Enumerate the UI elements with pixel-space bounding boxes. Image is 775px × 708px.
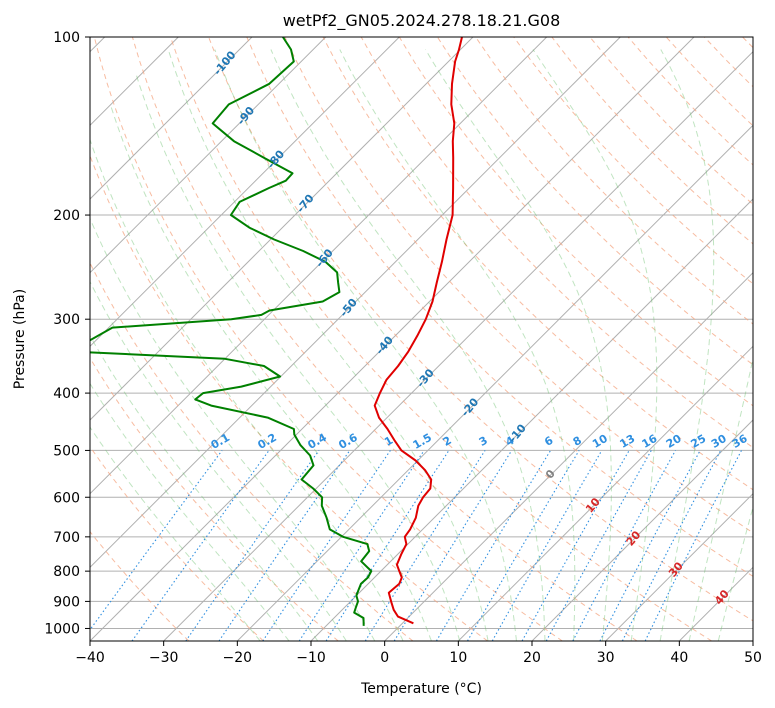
y-tick-label: 300 xyxy=(53,312,80,328)
dry-adiabat xyxy=(170,37,712,641)
isotherm-line xyxy=(90,37,400,348)
dry-adiabat xyxy=(131,37,638,641)
isotherm-line xyxy=(531,419,753,641)
moist-adiabat xyxy=(659,49,715,641)
moist-adiabat xyxy=(270,49,546,641)
y-tick-label: 900 xyxy=(53,594,80,610)
isotherm-line xyxy=(457,345,753,641)
y-tick-label: 100 xyxy=(53,30,80,46)
mixing-ratio-line xyxy=(325,450,450,641)
y-axis-title: Pressure (hPa) xyxy=(12,289,28,389)
x-tick-label: −20 xyxy=(223,650,253,666)
x-tick-label: 0 xyxy=(380,650,389,666)
moist-adiabat xyxy=(135,72,461,641)
mixing-ratio-line xyxy=(90,450,223,631)
y-tick-label: 800 xyxy=(53,564,80,580)
moist-adiabat xyxy=(90,138,404,641)
dry-adiabat xyxy=(360,37,753,449)
dry-adiabat xyxy=(90,261,414,641)
dry-adiabat xyxy=(93,37,563,641)
mixing-ratio-line xyxy=(644,450,742,641)
mixing-ratio-line xyxy=(298,450,425,641)
isotherm-line xyxy=(163,50,753,641)
axis-ticks: −40 −30 −20 −10 0 10 20 30 40 50 100 200 300 400 500 60… xyxy=(44,30,762,666)
moist-adiabat xyxy=(532,49,658,641)
dry-adiabat xyxy=(90,154,488,641)
plot-frame xyxy=(89,36,754,642)
dry-adiabats xyxy=(90,37,753,641)
mixing-ratio-line xyxy=(621,450,722,641)
moist-adiabat xyxy=(214,49,517,641)
moist-adiabat xyxy=(109,104,432,641)
y-tick-label: 1000 xyxy=(44,621,80,637)
mixing-ratio-line xyxy=(545,450,652,641)
isotherm-line xyxy=(384,271,753,641)
dry-adiabat xyxy=(90,530,190,641)
mixing-ratio-line xyxy=(218,450,351,641)
x-tick-label: 20 xyxy=(523,650,541,666)
moist-adiabats xyxy=(90,49,753,641)
mixing-ratio-line xyxy=(393,450,513,641)
dry-adiabat xyxy=(90,357,339,641)
moist-adiabat xyxy=(688,355,753,641)
moist-adiabat xyxy=(339,49,576,641)
y-tick-label: 400 xyxy=(53,386,80,402)
dry-adiabat xyxy=(398,37,753,407)
isotherm-line xyxy=(605,492,753,641)
dry-adiabat xyxy=(90,445,264,641)
x-tick-label: −10 xyxy=(296,650,326,666)
dry-adiabat xyxy=(513,37,753,285)
x-tick-label: 10 xyxy=(449,650,467,666)
x-tick-label: 30 xyxy=(597,650,615,666)
plot-area xyxy=(90,37,753,641)
mixing-ratio-lines xyxy=(90,450,742,641)
moist-adiabat xyxy=(717,505,753,641)
x-tick-label: 40 xyxy=(670,650,688,666)
moist-adiabat xyxy=(167,49,489,641)
isotherm-line xyxy=(90,37,253,200)
mixing-ratio-line xyxy=(521,450,630,641)
mixing-ratio-line xyxy=(572,450,676,641)
sounding-profiles xyxy=(90,37,463,626)
moist-adiabat xyxy=(90,382,290,641)
isotherm-line xyxy=(90,37,327,274)
y-tick-label: 500 xyxy=(53,443,80,459)
y-tick-label: 600 xyxy=(53,490,80,506)
moist-adiabat xyxy=(90,217,376,641)
temperature-profile xyxy=(373,37,463,625)
isotherm-line xyxy=(90,37,695,641)
pressure-gridlines xyxy=(90,37,753,629)
moist-adiabat xyxy=(90,426,261,641)
dry-adiabat xyxy=(246,37,753,577)
moist-adiabat xyxy=(425,49,612,641)
mixing-ratio-line xyxy=(262,450,391,641)
y-tick-label: 200 xyxy=(53,208,80,224)
dry-adiabat xyxy=(208,37,753,622)
dewpoint-profile xyxy=(90,37,373,626)
isotherm-line xyxy=(90,37,474,421)
x-axis-title: Temperature (°C) xyxy=(360,681,482,697)
isotherm-line xyxy=(236,124,753,641)
mixing-ratio-line xyxy=(131,450,270,641)
isotherm-line xyxy=(90,37,548,495)
x-tick-label: −30 xyxy=(149,650,179,666)
mixing-ratio-line xyxy=(185,450,320,641)
chart-title: wetPf2_GN05.2024.278.18.21.G08 xyxy=(283,11,561,31)
x-tick-label: −40 xyxy=(75,650,105,666)
x-tick-label: 50 xyxy=(744,650,762,666)
y-tick-label: 700 xyxy=(53,530,80,546)
isotherm-line xyxy=(90,37,621,569)
skewed-isotherms xyxy=(90,37,753,641)
